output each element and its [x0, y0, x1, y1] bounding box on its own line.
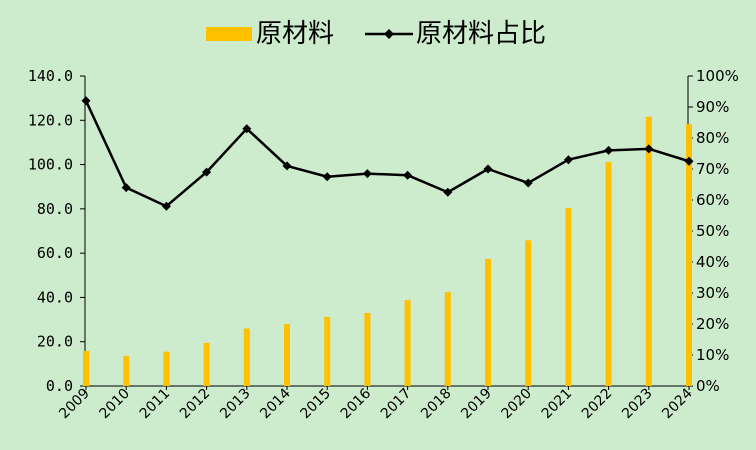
left-axis-tick-label: 0.0	[46, 377, 73, 395]
left-axis-tick-label: 80.0	[37, 200, 73, 218]
bar	[284, 324, 290, 386]
x-axis-tick-label: 2021	[539, 386, 576, 423]
bar	[83, 351, 89, 386]
x-axis-tick-label: 2019	[458, 386, 495, 423]
legend-bar-label: 原材料	[256, 19, 334, 49]
x-axis-tick-label: 2022	[579, 386, 616, 423]
bar	[203, 342, 210, 386]
legend-bar-swatch	[206, 27, 252, 41]
bar	[565, 207, 572, 386]
bar	[404, 300, 411, 386]
x-axis-tick-label: 2014	[257, 385, 294, 422]
bar	[605, 161, 612, 386]
bar	[686, 124, 692, 387]
right-axis-tick-label: 30%	[696, 284, 729, 302]
line-point	[403, 170, 413, 180]
line-point	[604, 145, 614, 155]
right-axis-tick-label: 80%	[696, 129, 729, 147]
right-axis-tick-label: 60%	[696, 191, 729, 209]
x-axis-tick-label: 2017	[378, 386, 415, 423]
line-point	[523, 178, 533, 188]
line-point	[362, 169, 372, 179]
x-axis-ticks: 2009 2010 2011 2012 2013 2014 2015 2016 2017 2018…	[56, 385, 696, 422]
line-point	[242, 124, 252, 134]
right-axis-tick-label: 20%	[696, 315, 729, 333]
x-axis-tick-label: 2018	[418, 386, 455, 423]
line-point	[121, 183, 131, 193]
right-axis-tick-label: 70%	[696, 160, 729, 178]
line-point	[161, 201, 171, 211]
x-axis-tick-label: 2020	[499, 386, 536, 423]
bar	[525, 240, 532, 386]
left-axis-tick-label: 120.0	[28, 111, 73, 129]
left-axis-tick-label: 60.0	[37, 244, 73, 262]
legend: 原材料 原材料占比	[206, 19, 546, 49]
line-point	[443, 187, 453, 197]
x-axis-tick-label: 2010	[97, 386, 134, 423]
bar	[324, 316, 331, 386]
bar	[163, 351, 170, 386]
bar	[645, 116, 652, 386]
left-axis-ticks: 140.0 120.0 100.0 80.0 60.0 40.0 20.0 0.0	[28, 67, 85, 395]
line-path	[84, 100, 690, 208]
right-axis-tick-label: 50%	[696, 222, 729, 240]
x-axis-tick-label: 2016	[338, 385, 375, 422]
legend-line-label: 原材料占比	[416, 19, 546, 49]
left-axis-tick-label: 20.0	[37, 333, 73, 351]
line-point	[81, 96, 91, 106]
x-axis-tick-label: 2024	[659, 385, 696, 422]
left-axis-tick-label: 140.0	[28, 67, 73, 85]
bar	[243, 328, 250, 386]
left-axis-tick-label: 100.0	[28, 156, 73, 174]
x-axis-tick-label: 2011	[137, 386, 174, 423]
bar	[364, 312, 371, 386]
line-series	[81, 96, 694, 211]
right-axis-tick-label: 100%	[696, 67, 739, 85]
bar	[485, 258, 491, 386]
right-axis-tick-label: 0%	[696, 377, 720, 395]
right-axis-tick-label: 90%	[696, 98, 729, 116]
x-axis-tick-label: 2023	[619, 386, 656, 423]
left-axis-tick-label: 40.0	[37, 288, 73, 306]
x-axis-tick-label: 2013	[217, 386, 254, 423]
right-axis-ticks: 100% 90% 80% 70% 60% 50% 40% 30% 20% 10% 0%	[688, 67, 739, 395]
line-point	[563, 155, 573, 165]
line-point	[322, 172, 332, 182]
right-axis-tick-label: 10%	[696, 346, 729, 364]
bar-series	[83, 116, 692, 387]
line-point	[282, 161, 292, 171]
legend-line-marker	[384, 29, 394, 39]
x-axis-tick-label: 2012	[177, 386, 214, 423]
line-point	[483, 164, 493, 174]
line-point	[644, 144, 654, 154]
right-axis-tick-label: 40%	[696, 253, 729, 271]
bar	[123, 355, 130, 386]
line-point	[202, 167, 212, 177]
x-axis-tick-label: 2015	[298, 386, 335, 423]
line-point	[684, 156, 694, 166]
bar	[444, 292, 451, 386]
